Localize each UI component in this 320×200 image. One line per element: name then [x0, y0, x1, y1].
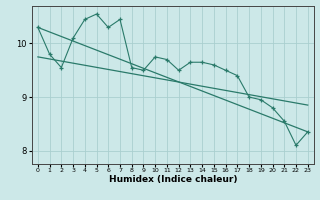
- X-axis label: Humidex (Indice chaleur): Humidex (Indice chaleur): [108, 175, 237, 184]
